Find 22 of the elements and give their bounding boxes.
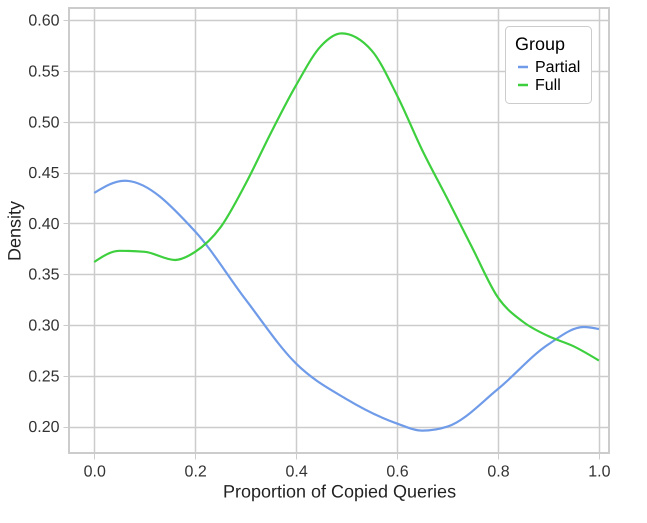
legend-label: Full xyxy=(535,77,561,94)
x-tick-label: 0.4 xyxy=(285,464,308,480)
x-tick-label: 0.0 xyxy=(84,464,106,480)
y-tick-label: 0.50 xyxy=(28,114,60,132)
x-tick-label: 1.0 xyxy=(588,464,611,480)
legend-label: Partial xyxy=(535,59,580,76)
y-axis-title: Density xyxy=(4,200,24,262)
y-tick-label: 0.45 xyxy=(28,165,60,182)
y-tick-label: 0.35 xyxy=(28,266,60,284)
x-tick-label: 0.8 xyxy=(487,464,510,480)
x-axis-title: Proportion of Copied Queries xyxy=(222,482,456,502)
y-tick-label: 0.25 xyxy=(28,368,60,386)
x-tick-label: 0.6 xyxy=(386,464,409,480)
x-tick-label: 0.2 xyxy=(184,464,207,480)
line-series xyxy=(93,180,600,432)
legend-title: Group xyxy=(515,34,566,54)
y-tick-label: 0.40 xyxy=(28,216,60,233)
y-tick-label: 0.30 xyxy=(28,317,60,334)
line-series xyxy=(93,32,600,362)
y-tick-label: 0.20 xyxy=(28,419,60,436)
y-tick-label: 0.60 xyxy=(28,12,60,30)
y-tick-label: 0.55 xyxy=(28,63,60,80)
